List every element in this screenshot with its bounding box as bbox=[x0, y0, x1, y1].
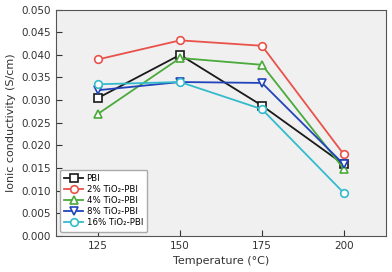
4% TiO₂-PBI bbox=[341, 167, 346, 171]
PBI bbox=[96, 96, 100, 100]
4% TiO₂-PBI bbox=[260, 63, 264, 66]
2% TiO₂-PBI bbox=[96, 58, 100, 61]
PBI bbox=[341, 163, 346, 166]
16% TiO₂-PBI bbox=[96, 83, 100, 86]
16% TiO₂-PBI bbox=[260, 107, 264, 111]
8% TiO₂-PBI bbox=[178, 81, 182, 84]
8% TiO₂-PBI bbox=[341, 163, 346, 166]
X-axis label: Temperature (°C): Temperature (°C) bbox=[173, 256, 269, 267]
2% TiO₂-PBI bbox=[178, 39, 182, 42]
PBI bbox=[178, 53, 182, 57]
4% TiO₂-PBI bbox=[96, 112, 100, 115]
Y-axis label: Ionic conductivity (S/cm): Ionic conductivity (S/cm) bbox=[5, 54, 16, 192]
16% TiO₂-PBI bbox=[341, 191, 346, 195]
Line: 2% TiO₂-PBI: 2% TiO₂-PBI bbox=[94, 36, 348, 158]
8% TiO₂-PBI bbox=[260, 81, 264, 85]
Legend: PBI, 2% TiO₂-PBI, 4% TiO₂-PBI, 8% TiO₂-PBI, 16% TiO₂-PBI: PBI, 2% TiO₂-PBI, 4% TiO₂-PBI, 8% TiO₂-P… bbox=[60, 169, 147, 232]
Line: 4% TiO₂-PBI: 4% TiO₂-PBI bbox=[94, 54, 348, 173]
Line: 8% TiO₂-PBI: 8% TiO₂-PBI bbox=[94, 78, 348, 168]
2% TiO₂-PBI bbox=[341, 153, 346, 156]
PBI bbox=[260, 104, 264, 107]
4% TiO₂-PBI bbox=[178, 56, 182, 60]
2% TiO₂-PBI bbox=[260, 44, 264, 47]
Line: 16% TiO₂-PBI: 16% TiO₂-PBI bbox=[94, 78, 348, 197]
8% TiO₂-PBI bbox=[96, 89, 100, 92]
16% TiO₂-PBI bbox=[178, 81, 182, 84]
Line: PBI: PBI bbox=[94, 51, 348, 168]
